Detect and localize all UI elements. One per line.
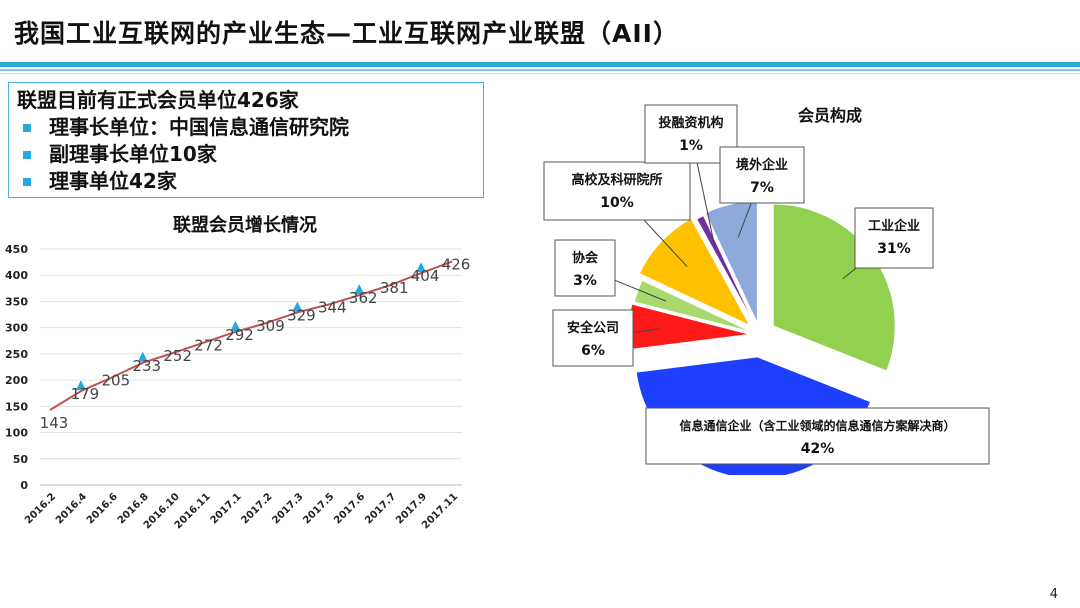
x-tick-label: 2016.2	[23, 491, 58, 526]
square-bullet-icon	[23, 123, 31, 132]
y-tick-label: 200	[5, 374, 28, 387]
data-label: 426	[442, 256, 471, 274]
bullet-item: 理事单位42家	[17, 168, 475, 195]
pie-slice	[633, 279, 753, 333]
data-label: 143	[40, 414, 69, 432]
x-tick-label: 2017.7	[363, 491, 398, 526]
square-bullet-icon	[23, 177, 31, 186]
pie-label-box	[554, 239, 616, 297]
bullet-item: 副理事长单位10家	[17, 141, 475, 168]
pie-label: 信息通信企业（含工业领域的信息通信方案解决商）	[679, 418, 955, 433]
pie-percent: 7%	[750, 180, 774, 196]
pie-percent: 31%	[877, 241, 911, 257]
x-tick-label: 2017.6	[332, 491, 367, 526]
pie-chart-title: 会员构成	[798, 106, 862, 125]
data-label: 381	[380, 279, 409, 297]
triangle-marker	[354, 284, 365, 295]
y-tick-label: 0	[20, 479, 28, 492]
x-tick-label: 2016.4	[54, 491, 89, 526]
y-tick-label: 100	[5, 427, 28, 440]
y-tick-label: 350	[5, 295, 28, 308]
pie-label-box	[645, 407, 990, 465]
x-tick-label: 2017.2	[240, 491, 275, 526]
triangle-marker	[292, 301, 303, 312]
data-label: 233	[132, 357, 161, 375]
data-label: 404	[411, 267, 440, 285]
x-tick-label: 2016.6	[85, 491, 120, 526]
y-tick-label: 400	[5, 269, 28, 282]
pie-label-box	[552, 309, 634, 367]
pie-label: 安全公司	[567, 320, 619, 336]
pie-percent: 6%	[581, 343, 605, 359]
data-label: 272	[194, 336, 223, 354]
pie-label-box	[854, 207, 934, 269]
pie-label: 高校及科研院所	[571, 172, 662, 188]
title-rule	[0, 62, 1080, 67]
series-line	[49, 260, 453, 411]
bullet-item: 理事长单位：中国信息通信研究院	[17, 114, 475, 141]
slide-title: 我国工业互联网的产业生态—工业互联网产业联盟（AII）	[14, 19, 679, 48]
y-tick-label: 450	[5, 243, 28, 256]
data-label: 252	[163, 347, 192, 365]
line-chart-title: 联盟会员增长情况	[173, 214, 317, 236]
pie-label-box	[543, 161, 691, 221]
square-bullet-icon	[23, 150, 31, 159]
growth-line-chart: 联盟会员增长情况 0 50 100 150 200 250 300 350 400 450 2016.…	[5, 214, 471, 531]
member-count-headline: 联盟目前有正式会员单位426家	[17, 88, 299, 112]
data-label: 292	[225, 326, 254, 344]
y-tick-label: 300	[5, 322, 28, 335]
pie-label: 工业企业	[868, 218, 920, 234]
y-tick-label: 150	[5, 400, 28, 413]
data-label: 344	[318, 299, 347, 317]
pie-percent: 1%	[679, 138, 703, 154]
bullet-text: 副理事长单位10家	[49, 142, 217, 166]
x-tick-label: 2017.1	[209, 491, 244, 526]
info-box: 联盟目前有正式会员单位426家 理事长单位：中国信息通信研究院 副理事长单位10…	[8, 82, 484, 198]
pie-slice	[696, 215, 756, 327]
triangle-marker	[75, 380, 86, 391]
y-tick-label: 50	[13, 453, 29, 466]
data-label: 362	[349, 289, 378, 307]
pie-percent: 3%	[573, 273, 597, 289]
pie-percent: 10%	[600, 195, 634, 211]
data-label: 205	[102, 371, 131, 389]
pie-percent: 42%	[801, 441, 835, 457]
triangle-marker	[416, 262, 427, 273]
x-tick-label: 2017.3	[270, 491, 305, 526]
title-rule-faint	[0, 73, 1080, 74]
title-rule-thin	[0, 69, 1080, 71]
pie-label: 投融资机构	[658, 115, 723, 131]
data-label: 309	[256, 317, 285, 335]
y-tick-label: 250	[5, 348, 28, 361]
page-number: 4	[1049, 587, 1058, 602]
data-label: 179	[71, 385, 100, 403]
triangle-marker	[230, 320, 241, 331]
pie-label: 境外企业	[736, 157, 788, 173]
bullet-text: 理事单位42家	[49, 169, 177, 193]
pie-label-box	[719, 146, 805, 204]
x-tick-label: 2017.5	[301, 491, 336, 526]
data-label: 329	[287, 306, 316, 324]
pie-label: 协会	[572, 250, 599, 266]
triangle-marker	[137, 351, 148, 362]
bullet-text: 理事长单位：中国信息通信研究院	[49, 115, 349, 139]
